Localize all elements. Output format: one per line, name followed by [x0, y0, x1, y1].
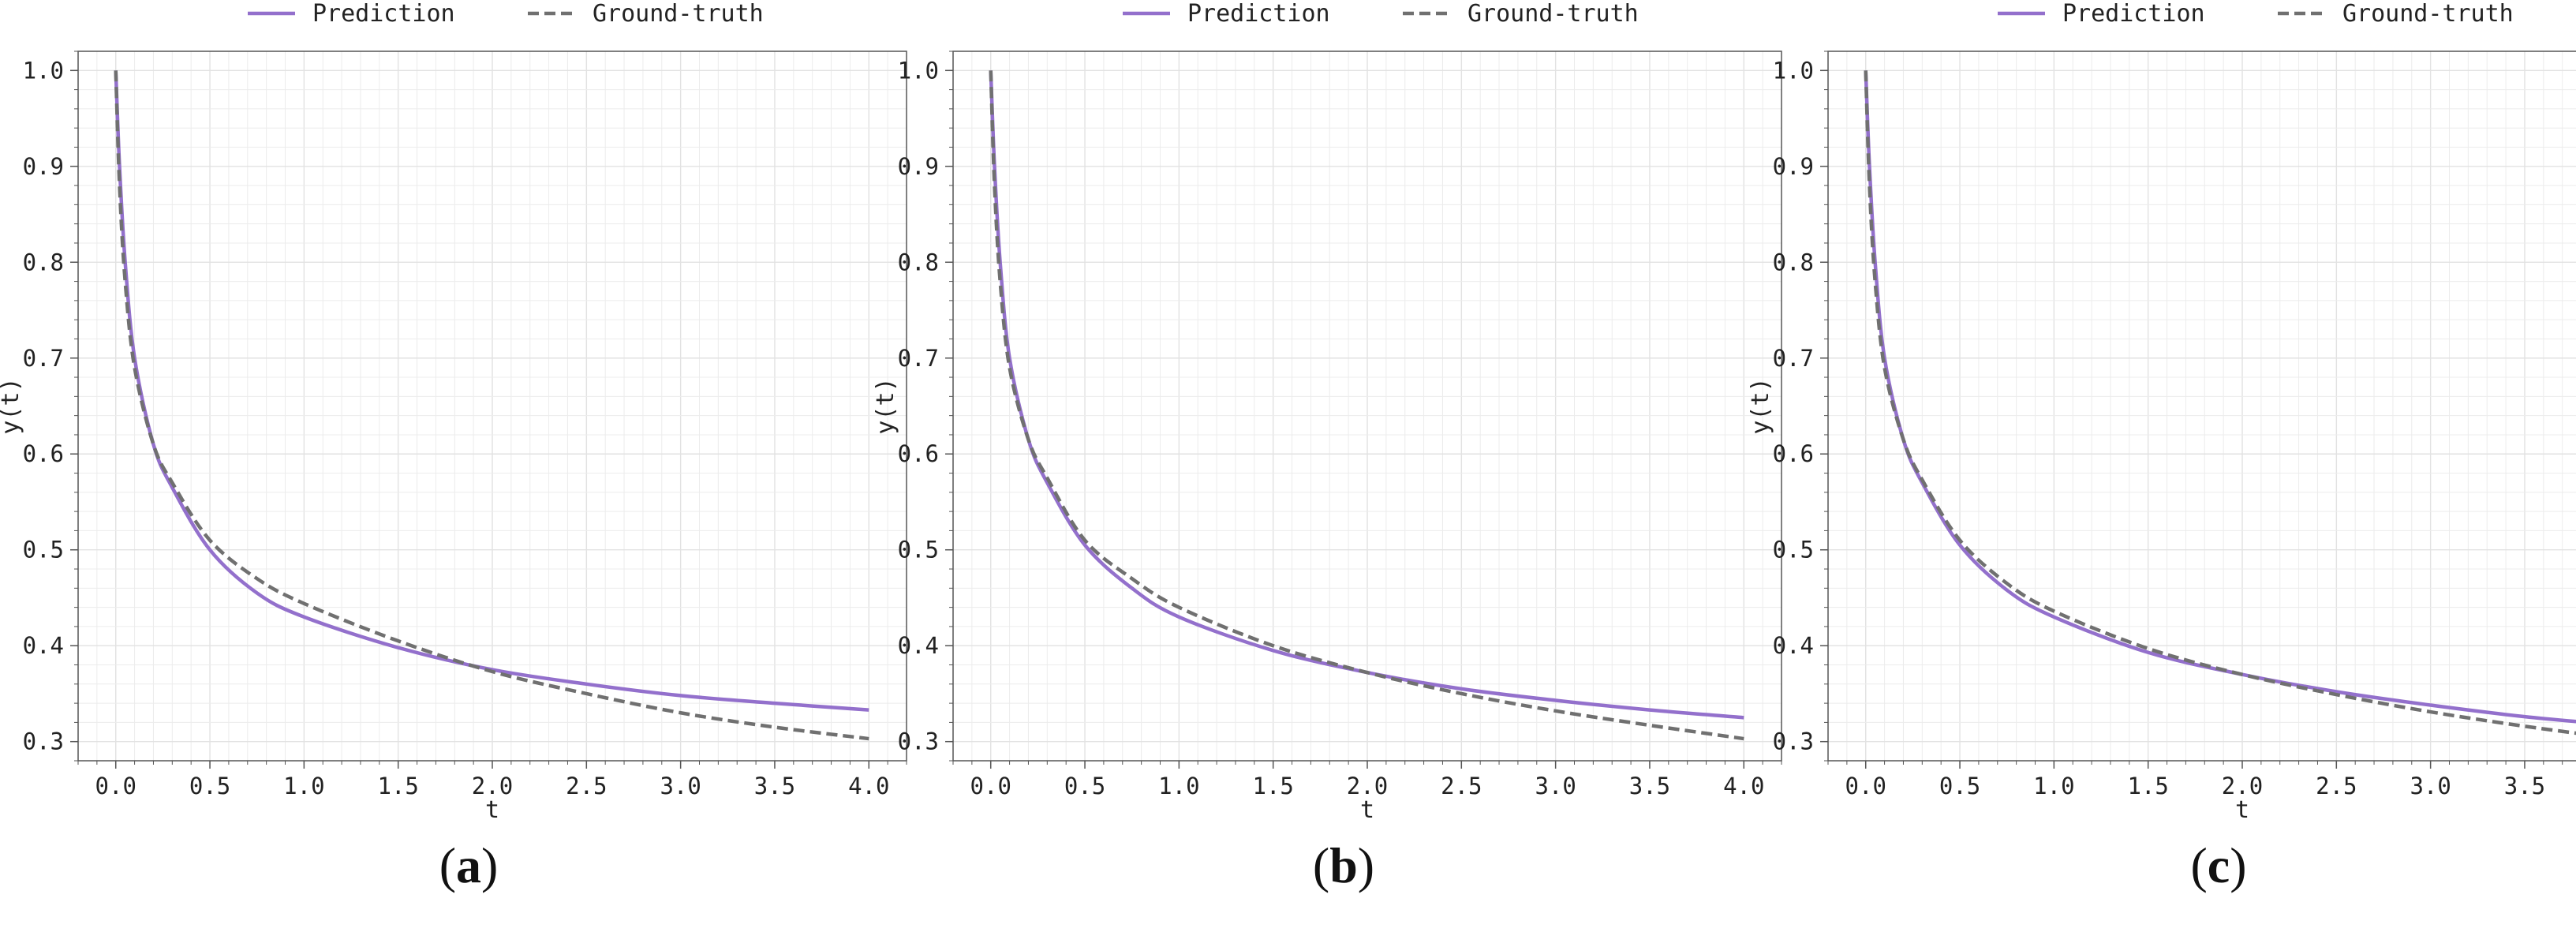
- chart-a-y-tick-label: 0.9: [23, 153, 64, 180]
- chart-a-x-tick-label: 2.5: [566, 773, 607, 799]
- chart-a-legend: Prediction Ground-truth: [248, 0, 764, 28]
- chart-b-x-tick-label: 1.5: [1252, 773, 1293, 799]
- chart-c-x-tick-label: 1.0: [2033, 773, 2074, 799]
- chart-b-x-tick-label: 4.0: [1723, 773, 1764, 799]
- chart-c-x-tick-label: 0.5: [1939, 773, 1980, 799]
- chart-c-x-tick-label: 0.0: [1845, 773, 1886, 799]
- chart-a-y-tick-label: 0.7: [23, 345, 64, 372]
- chart-a-y-axis-label: y(t): [0, 377, 24, 434]
- chart-b-y-axis-label: y(t): [872, 377, 899, 434]
- chart-b-legend-label-ground-truth: Ground-truth: [1467, 0, 1639, 28]
- chart-b-x-tick-label: 2.5: [1441, 773, 1482, 799]
- chart-b-x-tick-label: 2.0: [1347, 773, 1388, 799]
- chart-b-y-tick-label: 0.5: [898, 537, 939, 563]
- chart-c-y-tick-label: 0.8: [1773, 249, 1814, 275]
- chart-c-x-tick-label: 3.0: [2410, 773, 2451, 799]
- chart-b-x-tick-label: 0.5: [1064, 773, 1105, 799]
- chart-a-panel: 0.0 0.5 1.0 1.5 2.0 2.5 3.0 3.5 4.0 0.3 0.4 0.5 0.6 0…: [0, 0, 907, 893]
- chart-a-y-tick-label: 0.6: [23, 440, 64, 467]
- chart-b-x-tick-label: 3.0: [1535, 773, 1576, 799]
- chart-b-x-tick-label: 3.5: [1629, 773, 1670, 799]
- chart-c-y-tick-label: 0.7: [1773, 345, 1814, 372]
- chart-a-x-tick-label: 1.5: [377, 773, 418, 799]
- chart-b-y-tick-label: 0.3: [898, 728, 939, 755]
- chart-b-panel: 0.0 0.5 1.0 1.5 2.0 2.5 3.0 3.5 4.0 0.3 0.4 0.5 0.6 0…: [872, 0, 1782, 893]
- chart-a-x-tick-label: 3.0: [660, 773, 701, 799]
- chart-c-x-tick-label: 2.0: [2222, 773, 2263, 799]
- chart-b-legend-label-prediction: Prediction: [1187, 0, 1330, 28]
- chart-b-x-tick-label: 1.0: [1158, 773, 1199, 799]
- chart-a-grid: [77, 51, 907, 762]
- chart-a-legend-label-prediction: Prediction: [312, 0, 455, 28]
- chart-c-legend-label-prediction: Prediction: [2062, 0, 2205, 28]
- chart-b-legend: Prediction Ground-truth: [1123, 0, 1639, 28]
- chart-b-panel-caption: (b): [1313, 837, 1374, 893]
- chart-a-x-tick-label: 1.0: [283, 773, 324, 799]
- chart-c-x-tick-label: 3.5: [2504, 773, 2545, 799]
- chart-c-y-tick-label: 0.6: [1773, 440, 1814, 467]
- chart-a-y-tick-label: 0.8: [23, 249, 64, 275]
- chart-c-panel: 0.00.51.01.52.02.53.03.54.00.30.40.50.60…: [1747, 0, 2576, 893]
- chart-a-x-tick-label: 3.5: [754, 773, 795, 799]
- chart-c-y-tick-label: 0.3: [1773, 728, 1814, 755]
- chart-c-y-tick-label: 0.5: [1773, 537, 1814, 563]
- chart-b-x-tick-label: 0.0: [970, 773, 1011, 799]
- chart-b-y-tick-label: 0.8: [898, 249, 939, 275]
- chart-a-x-tick-label: 0.5: [189, 773, 230, 799]
- chart-c-x-axis-label: t: [2235, 796, 2249, 824]
- chart-a-panel-caption: (a): [439, 837, 499, 893]
- chart-c-y-tick-label: 0.4: [1773, 632, 1814, 659]
- chart-b-y-tick-label: 0.9: [898, 153, 939, 180]
- chart-b-y-tick-label: 0.6: [898, 440, 939, 467]
- chart-b-y-tick-label: 1.0: [898, 57, 939, 84]
- chart-a-x-tick-label: 4.0: [848, 773, 889, 799]
- chart-c-legend-label-ground-truth: Ground-truth: [2342, 0, 2514, 28]
- chart-a-y-tick-label: 0.3: [23, 728, 64, 755]
- chart-a-y-tick-label: 0.4: [23, 632, 64, 659]
- chart-a-y-tick-label: 1.0: [23, 57, 64, 84]
- chart-b-x-axis-label: t: [1360, 796, 1374, 824]
- chart-c-legend: Prediction Ground-truth: [1998, 0, 2514, 28]
- chart-b-y-tick-label: 0.7: [898, 345, 939, 372]
- chart-c-y-axis-label: y(t): [1747, 377, 1774, 434]
- chart-c-x-tick-label: 1.5: [2127, 773, 2168, 799]
- chart-c-x-tick-label: 2.5: [2316, 773, 2357, 799]
- chart-b-grid: [952, 51, 1782, 762]
- chart-c-plot-area: [1828, 51, 2576, 761]
- chart-a-series-ground-truth-line: [114, 70, 869, 741]
- chart-c-panel-caption: (c): [2190, 837, 2246, 893]
- chart-panels: 0.0 0.5 1.0 1.5 2.0 2.5 3.0 3.5 4.0 0.3 0.4 0.5 0.6 0…: [0, 0, 2576, 893]
- chart-c-y-tick-label: 0.9: [1773, 153, 1814, 180]
- chart-c-y-tick-label: 1.0: [1773, 57, 1814, 84]
- chart-a-legend-label-ground-truth: Ground-truth: [593, 0, 764, 28]
- chart-b-y-tick-label: 0.4: [898, 632, 939, 659]
- chart-a-x-tick-label: 0.0: [95, 773, 136, 799]
- chart-a-x-axis-label: t: [485, 796, 499, 824]
- chart-a-y-tick-label: 0.5: [23, 537, 64, 563]
- chart-a-x-tick-label: 2.0: [472, 773, 513, 799]
